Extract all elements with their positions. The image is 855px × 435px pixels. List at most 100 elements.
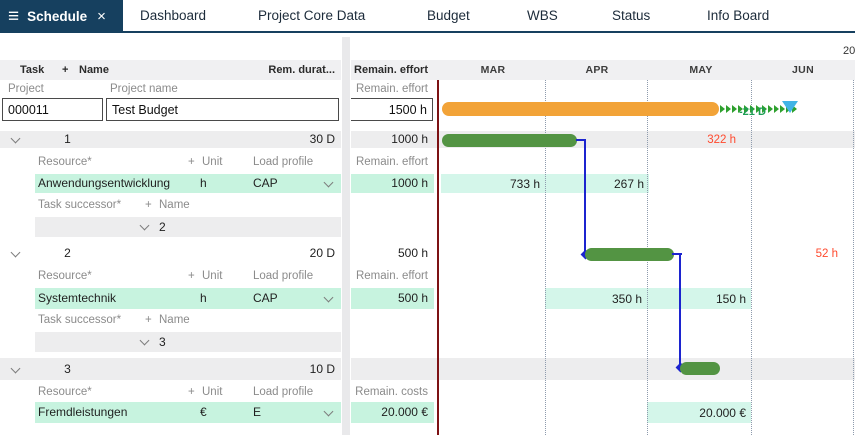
col-header-name[interactable]: Name — [79, 64, 109, 76]
col-header-rem-duration[interactable]: Rem. durat... — [268, 64, 335, 76]
resource-2-apr-value: 350 h — [611, 291, 642, 306]
col-header-task[interactable]: Task — [20, 64, 45, 76]
resource-2-load-profile[interactable]: CAP — [253, 291, 278, 305]
link-2-3-horizontal — [672, 253, 682, 255]
schedule-view: 20 Task + Name Rem. durat... Remain. eff… — [0, 33, 855, 435]
load-profile-3-header: Load profile — [253, 386, 314, 398]
unit-3-header: Unit — [202, 386, 223, 398]
task-1-id[interactable]: 1 — [64, 132, 71, 146]
project-effort-label: Remain. effort — [355, 83, 428, 95]
project-name-label: Project name — [110, 83, 178, 95]
task-1-gantt-bar[interactable] — [442, 134, 577, 147]
tab-schedule-label: Schedule — [27, 9, 88, 24]
resource-1-effort[interactable]: 1000 h — [391, 176, 428, 190]
resource-2-header: Resource* — [38, 270, 92, 282]
resource-2-monthly-cells: 350 h 150 h — [545, 288, 751, 309]
resource-1-apr-value: 267 h — [613, 176, 644, 191]
resource-3-monthly-cells: 20.000 € — [647, 402, 751, 423]
resource-row-3-effort-bg — [349, 402, 434, 423]
resource-3-load-profile[interactable]: E — [253, 405, 262, 419]
task-2-overrun: 52 h — [815, 248, 838, 260]
grid-line-apr — [545, 80, 546, 435]
task-2-id[interactable]: 2 — [64, 246, 71, 260]
resource-2-unit[interactable]: h — [200, 291, 207, 305]
timeline-year: 20 — [843, 45, 855, 57]
resource-1-name[interactable]: Anwendungsentwicklung — [38, 176, 171, 190]
menu-icon[interactable]: ≡ — [8, 6, 20, 27]
resource-row-1-bg — [35, 174, 341, 193]
resource-3-name[interactable]: Fremdleistungen — [38, 405, 128, 419]
task-3-duration[interactable]: 10 D — [309, 362, 335, 376]
task-3-id[interactable]: 3 — [64, 362, 71, 376]
task-2-effort[interactable]: 500 h — [397, 246, 428, 260]
project-id-input[interactable] — [2, 98, 103, 121]
tab-project-core-data[interactable]: Project Core Data — [258, 8, 366, 23]
tab-status[interactable]: Status — [612, 8, 651, 23]
load-profile-1-header: Load profile — [253, 156, 314, 168]
grid-line-jun — [751, 80, 752, 435]
add-successor-1-icon[interactable]: + — [145, 199, 152, 211]
resource-1-header: Resource* — [38, 156, 92, 168]
col-header-remain-effort[interactable]: Remain. effort — [354, 64, 428, 76]
month-may: MAY — [689, 64, 713, 76]
effort-1-header: Remain. effort — [355, 156, 428, 168]
effort-3-header: Remain. costs — [355, 386, 428, 398]
tab-budget[interactable]: Budget — [427, 8, 470, 23]
task-3-gantt-bar[interactable] — [680, 362, 720, 375]
month-apr: APR — [585, 64, 609, 76]
resource-3-effort[interactable]: 20.000 € — [381, 405, 428, 419]
project-gantt-bar[interactable] — [442, 102, 719, 116]
resource-2-may-value: 150 h — [715, 291, 746, 306]
add-resource-1-icon[interactable]: + — [188, 156, 195, 168]
close-icon[interactable]: × — [97, 8, 106, 25]
resource-1-unit[interactable]: h — [200, 176, 207, 190]
link-1-2-vertical — [584, 139, 586, 255]
load-profile-2-header: Load profile — [253, 270, 314, 282]
project-effort-input[interactable] — [349, 98, 433, 121]
tab-schedule[interactable]: ≡ Schedule × — [0, 0, 123, 33]
add-task-icon[interactable]: + — [62, 64, 69, 76]
tab-bar: ≡ Schedule × Dashboard Project Core Data… — [0, 0, 855, 33]
resource-2-name[interactable]: Systemtechnik — [38, 291, 117, 305]
add-successor-2-icon[interactable]: + — [145, 314, 152, 326]
link-1-2-horizontal — [576, 139, 586, 141]
successor-2-name-header: Name — [159, 314, 190, 326]
collapse-task-2-icon[interactable] — [10, 247, 21, 258]
task-1-overrun: 322 h — [707, 134, 736, 146]
task-row-3-band — [0, 358, 855, 380]
resource-3-may-value: 20.000 € — [699, 405, 746, 420]
successor-1-value[interactable]: 2 — [159, 220, 166, 234]
effort-2-header: Remain. effort — [355, 270, 428, 282]
add-resource-3-icon[interactable]: + — [188, 386, 195, 398]
resource-2-effort[interactable]: 500 h — [397, 291, 428, 305]
unit-1-header: Unit — [202, 156, 223, 168]
resource-3-unit[interactable]: € — [200, 405, 207, 419]
task-2-duration[interactable]: 20 D — [309, 246, 335, 260]
buffer-duration-label: -21 D — [739, 106, 766, 118]
column-splitter[interactable] — [341, 37, 351, 435]
month-jun: JUN — [792, 64, 814, 76]
tab-wbs[interactable]: WBS — [527, 8, 558, 23]
successor-1-name-header: Name — [159, 199, 190, 211]
resource-row-3-bg — [35, 402, 341, 423]
link-2-3-vertical — [679, 253, 681, 368]
task-1-effort[interactable]: 1000 h — [391, 132, 428, 146]
tab-info-board[interactable]: Info Board — [707, 8, 770, 23]
resource-row-2-bg — [35, 288, 341, 309]
resource-1-load-profile[interactable]: CAP — [253, 176, 278, 190]
resource-1-mar-value: 733 h — [509, 176, 540, 191]
resource-3-header: Resource* — [38, 386, 92, 398]
successor-2-value[interactable]: 3 — [159, 335, 166, 349]
task-1-duration[interactable]: 30 D — [309, 132, 335, 146]
current-date-line — [437, 80, 439, 435]
tab-dashboard[interactable]: Dashboard — [140, 8, 207, 23]
resource-row-1-effort-bg — [349, 174, 434, 193]
task-2-gantt-bar[interactable] — [585, 248, 674, 261]
successor-2-header: Task successor* — [38, 314, 122, 326]
project-name-input[interactable] — [106, 98, 339, 121]
resource-row-2-effort-bg — [349, 288, 434, 309]
add-resource-2-icon[interactable]: + — [188, 270, 195, 282]
milestone-icon[interactable] — [782, 101, 798, 113]
unit-2-header: Unit — [202, 270, 223, 282]
successor-row-2-band — [35, 332, 341, 352]
